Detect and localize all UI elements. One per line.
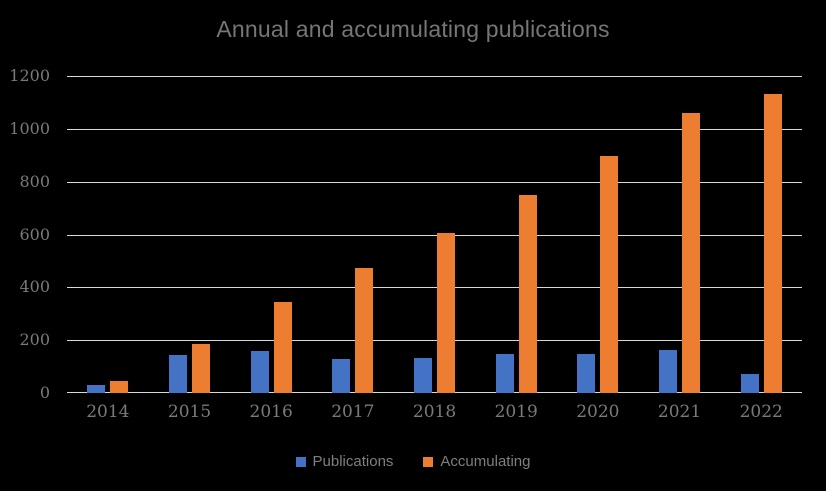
bar-publications-2015 — [169, 355, 187, 393]
bar-accumulating-2019 — [518, 195, 537, 393]
chart-title: Annual and accumulating publications — [216, 16, 610, 42]
legend-item-publications: Publications — [295, 453, 394, 470]
x-tick-label-2018: 2018 — [412, 402, 457, 422]
bar-group-2022 — [720, 76, 802, 393]
bar-publications-2018 — [414, 358, 433, 393]
x-tick-label-2019: 2019 — [494, 402, 538, 422]
bar-publications-2019 — [495, 354, 514, 393]
bar-accumulating-2017 — [355, 268, 374, 393]
y-tick-label-0: 0 — [39, 383, 50, 402]
gridline-1000 — [67, 129, 802, 130]
y-axis: 0 200 400 600 800 1000 1200 — [0, 67, 50, 402]
bar-accumulating-2018 — [437, 233, 456, 393]
x-tick-label-2021: 2021 — [657, 402, 702, 422]
gridline-600 — [67, 235, 802, 236]
gridline-1200 — [67, 76, 802, 77]
bar-group-2018 — [394, 76, 476, 393]
y-tick-label-600: 600 — [19, 225, 50, 244]
y-tick-label-400: 400 — [19, 277, 50, 296]
plot-area — [67, 76, 802, 393]
legend-swatch-icon — [423, 456, 434, 467]
y-tick-label-800: 800 — [19, 172, 50, 191]
y-tick-label-200: 200 — [19, 330, 50, 349]
bar-group-2019 — [475, 76, 557, 393]
x-tick-label-2022: 2022 — [739, 402, 783, 422]
bar-accumulating-2014 — [110, 381, 129, 393]
bar-publications-2017 — [332, 359, 351, 393]
bar-group-2014 — [67, 76, 149, 393]
x-tick-label-2014: 2014 — [86, 402, 130, 422]
legend-item-accumulating: Accumulating — [423, 453, 530, 470]
bar-group-2015 — [149, 76, 231, 393]
bar-accumulating-2016 — [273, 302, 292, 393]
gridline-800 — [67, 182, 802, 183]
bar-publications-2022 — [740, 374, 759, 393]
bar-publications-2016 — [250, 351, 269, 393]
legend-swatch-icon — [295, 456, 306, 467]
legend: Publications Accumulating — [0, 453, 826, 470]
legend-label: Accumulating — [440, 453, 531, 470]
x-tick-label-2016: 2016 — [249, 402, 293, 422]
y-tick-label-1000: 1000 — [9, 119, 50, 138]
x-axis: 2014 2015 2016 2017 2018 2019 2020 2021 2022 — [67, 402, 802, 422]
bar-accumulating-2021 — [682, 113, 701, 393]
x-tick-label-2015: 2015 — [167, 402, 212, 422]
y-tick-label-1200: 1200 — [9, 66, 50, 85]
bar-publications-2021 — [659, 350, 678, 393]
bar-accumulating-2022 — [763, 94, 782, 393]
bar-groups — [67, 76, 802, 393]
bar-publications-2020 — [577, 354, 596, 393]
x-tick-label-2017: 2017 — [331, 402, 375, 422]
bar-accumulating-2015 — [192, 344, 210, 393]
gridline-0 — [67, 392, 802, 393]
gridline-200 — [67, 340, 802, 341]
bar-group-2017 — [312, 76, 394, 393]
bar-group-2021 — [639, 76, 721, 393]
bar-accumulating-2020 — [600, 156, 619, 393]
gridline-400 — [67, 287, 802, 288]
bar-publications-2014 — [87, 385, 106, 393]
bar-group-2020 — [557, 76, 639, 393]
bar-group-2016 — [230, 76, 312, 393]
legend-label: Publications — [312, 453, 394, 470]
x-tick-label-2020: 2020 — [576, 402, 620, 422]
